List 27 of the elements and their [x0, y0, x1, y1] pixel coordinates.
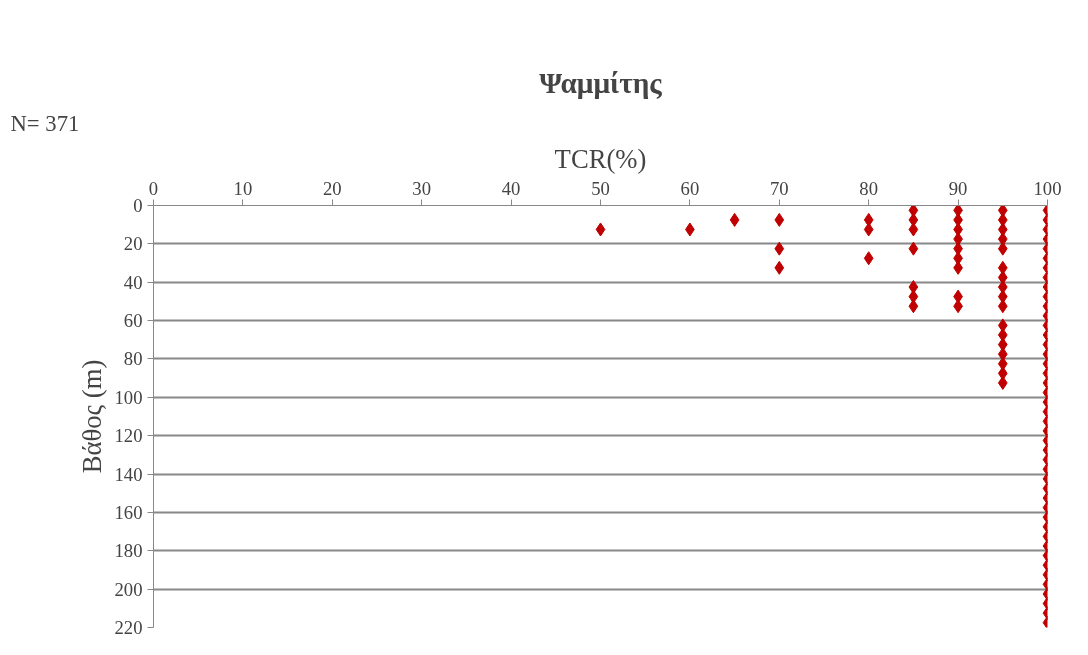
y-tick-label: 140: [114, 463, 143, 485]
x-tick-label: 70: [769, 177, 789, 199]
y-tick-label: 40: [123, 271, 143, 293]
y-axis-title: Βάθος (m): [76, 359, 107, 474]
y-tick-label: 80: [123, 348, 143, 370]
x-tick-label: 80: [859, 177, 879, 199]
y-tick-label: 200: [114, 578, 143, 600]
x-axis-title: TCR(%): [554, 143, 647, 174]
text: N= 371: [10, 110, 80, 136]
y-tick-label: 20: [123, 233, 143, 255]
y-tick-label: 100: [114, 386, 143, 408]
x-tick-label: 100: [1033, 177, 1062, 199]
chart-title: Ψαμμίτης: [539, 66, 663, 99]
x-tick-label: 90: [948, 177, 968, 199]
x-tick-label: 40: [501, 177, 521, 199]
x-tick-label: 60: [680, 177, 700, 199]
x-tick-label: 30: [412, 177, 432, 199]
y-tick-label: 180: [114, 540, 143, 562]
y-tick-label: 220: [114, 617, 143, 638]
y-tick-label: 0: [133, 195, 143, 216]
x-tick-label: 10: [233, 177, 253, 199]
x-tick-label: 50: [591, 177, 610, 199]
x-tick-label: 0: [148, 177, 159, 199]
x-tick-label: 20: [322, 177, 342, 199]
y-tick-label: 160: [114, 501, 143, 523]
y-tick-label: 60: [123, 310, 143, 332]
y-tick-label: 120: [114, 425, 143, 447]
